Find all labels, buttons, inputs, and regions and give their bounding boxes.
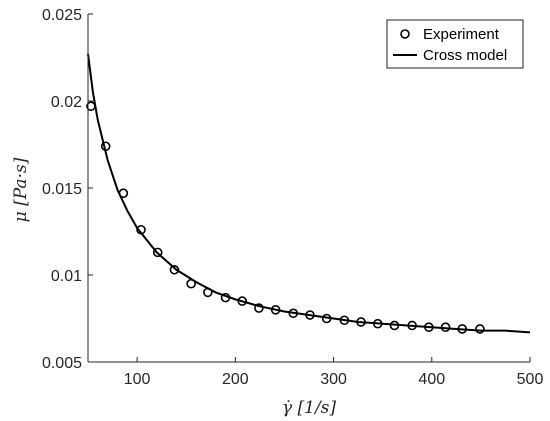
y-tick-label: 0.005 (42, 355, 82, 372)
legend-label: Experiment (423, 26, 500, 43)
data-marks (86, 53, 531, 334)
y-tick-label: 0.01 (51, 268, 82, 285)
y-tick-label: 0.02 (51, 94, 82, 111)
series-line-cross-model (87, 53, 531, 334)
axes: 100 200 300 400 500 0.005 0.01 0.015 0.02 0.025 (42, 7, 543, 388)
y-tick-label: 0.025 (42, 7, 82, 24)
x-tick-label: 500 (517, 371, 544, 388)
x-tick-label: 300 (320, 371, 347, 388)
x-tick-label: 100 (124, 371, 151, 388)
legend-box (386, 19, 524, 69)
data-point-experiment (152, 247, 163, 258)
legend-marker-swatch (400, 29, 410, 39)
plot-area (88, 14, 530, 362)
legend: Experiment Cross model (386, 19, 524, 69)
data-point-experiment (169, 264, 180, 275)
data-point-experiment (475, 324, 485, 334)
y-tick-label: 0.015 (42, 181, 82, 198)
legend-label: Cross model (423, 47, 507, 64)
data-point-experiment (254, 303, 264, 313)
y-axis-label: μ [Pa·s] (11, 157, 31, 222)
x-tick-label: 200 (222, 371, 249, 388)
x-axis-label: γ̇ [1/s] (282, 398, 336, 418)
x-tick-label: 400 (418, 371, 445, 388)
